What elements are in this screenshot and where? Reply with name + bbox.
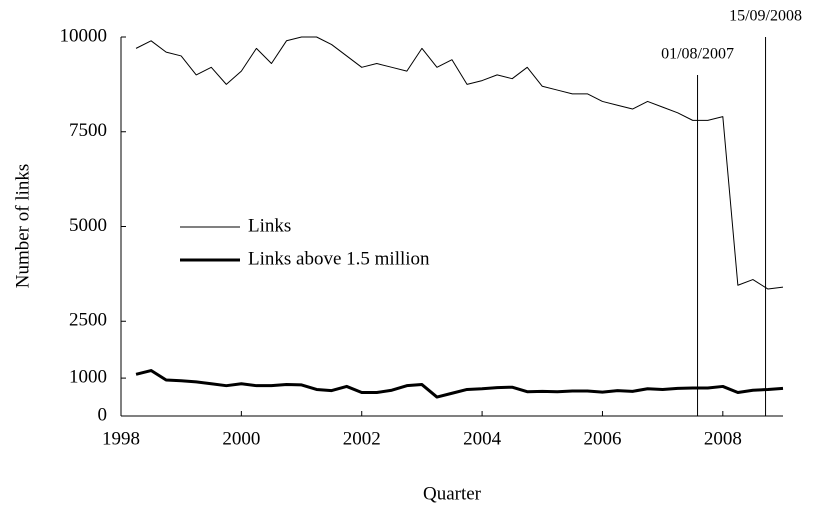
- y-tick-label: 1000: [69, 366, 107, 387]
- y-tick-label: 5000: [69, 215, 107, 236]
- y-axis-label: Number of links: [12, 164, 33, 289]
- event-label: 01/08/2007: [661, 46, 734, 63]
- y-tick-label: 2500: [69, 310, 107, 331]
- y-tick-label: 10000: [60, 25, 108, 46]
- x-axis-label: Quarter: [423, 483, 482, 504]
- series-line: [135, 36, 784, 290]
- y-tick-label: 7500: [69, 120, 107, 141]
- x-tick-label: 1998: [102, 428, 140, 449]
- y-tick-label: 0: [98, 404, 108, 425]
- series-line: [135, 369, 784, 399]
- event-label: 15/09/2008: [729, 8, 802, 25]
- x-tick-label: 2008: [704, 428, 742, 449]
- x-tick-label: 2000: [222, 428, 260, 449]
- legend-label: Links above 1.5 million: [248, 248, 430, 269]
- x-tick-label: 2006: [583, 428, 621, 449]
- legend-label: Links: [248, 215, 291, 236]
- x-tick-label: 2002: [343, 428, 381, 449]
- x-tick-label: 2004: [463, 428, 502, 449]
